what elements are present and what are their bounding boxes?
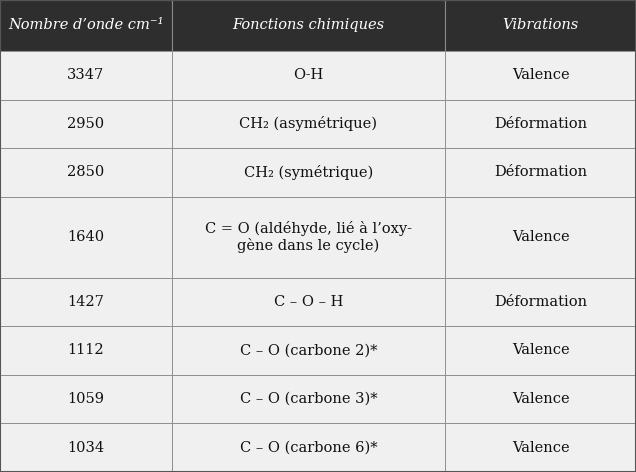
Text: Déformation: Déformation [494,295,587,309]
Bar [445,100,636,148]
Text: C – O (carbone 3)*: C – O (carbone 3)* [240,392,377,406]
Bar [445,375,636,423]
Text: Valence: Valence [512,68,569,82]
Bar [0,278,172,326]
Bar [0,51,172,100]
Bar [0,148,172,197]
Text: Valence: Valence [512,392,569,406]
Text: Fonctions chimiques: Fonctions chimiques [232,18,385,33]
Bar [172,375,445,423]
Bar [445,197,636,278]
Text: Vibrations: Vibrations [502,18,579,33]
Text: Déformation: Déformation [494,117,587,131]
Text: Valence: Valence [512,441,569,455]
Text: 1112: 1112 [67,344,104,357]
Text: 1059: 1059 [67,392,104,406]
Text: Déformation: Déformation [494,166,587,179]
Text: CH₂ (symétrique): CH₂ (symétrique) [244,165,373,180]
Bar [172,278,445,326]
Bar [172,51,445,100]
Text: C – O – H: C – O – H [273,295,343,309]
Text: 2850: 2850 [67,166,104,179]
Text: CH₂ (asymétrique): CH₂ (asymétrique) [240,117,377,131]
Bar [445,0,636,51]
Text: 2950: 2950 [67,117,104,131]
Text: 1034: 1034 [67,441,104,455]
Text: C – O (carbone 2)*: C – O (carbone 2)* [240,344,377,357]
Bar [0,423,172,472]
Bar [172,326,445,375]
Bar [172,100,445,148]
Text: Valence: Valence [512,344,569,357]
Text: C – O (carbone 6)*: C – O (carbone 6)* [240,441,377,455]
Text: Valence: Valence [512,230,569,244]
Bar [0,326,172,375]
Bar [0,197,172,278]
Bar [172,423,445,472]
Text: 3347: 3347 [67,68,104,82]
Bar [445,326,636,375]
Text: C = O (aldéhyde, lié à l’oxy-
gène dans le cycle): C = O (aldéhyde, lié à l’oxy- gène dans … [205,221,412,253]
Text: 1640: 1640 [67,230,104,244]
Text: 1427: 1427 [67,295,104,309]
Bar [0,100,172,148]
Bar [172,197,445,278]
Bar [172,0,445,51]
Bar [172,148,445,197]
Bar [445,51,636,100]
Text: Nombre d’onde cm⁻¹: Nombre d’onde cm⁻¹ [8,18,163,33]
Bar [445,423,636,472]
Text: O-H: O-H [293,68,324,82]
Bar [445,148,636,197]
Bar [445,278,636,326]
Bar [0,0,172,51]
Bar [0,375,172,423]
